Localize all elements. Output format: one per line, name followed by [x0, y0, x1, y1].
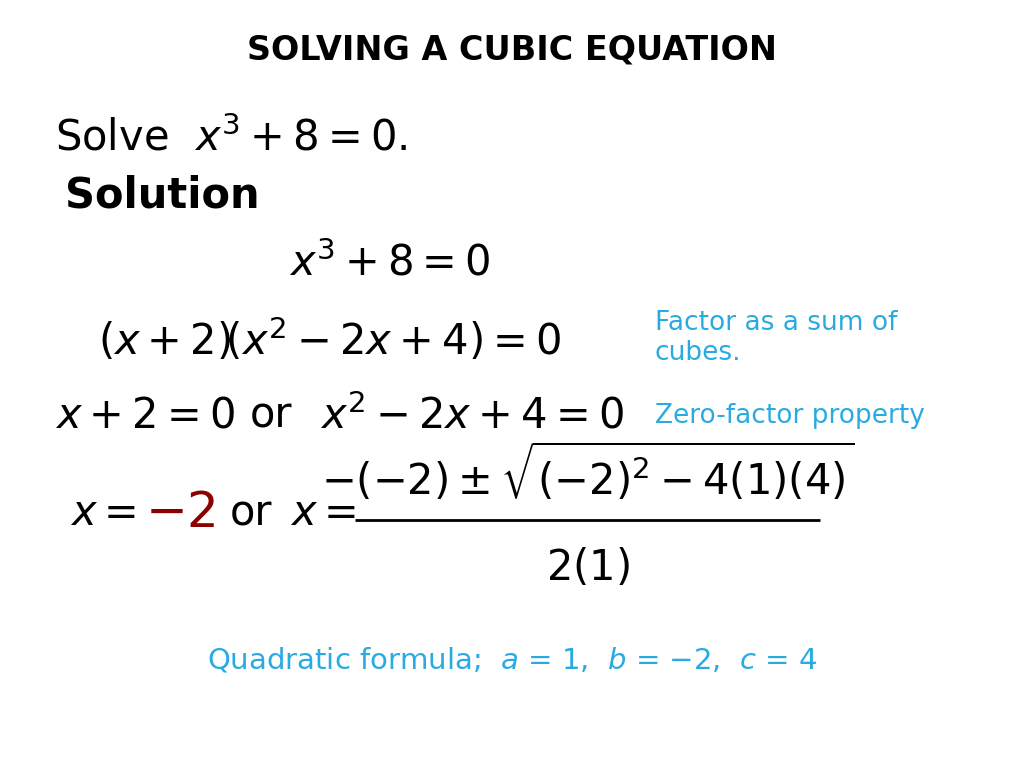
Text: $x+2=0$: $x+2=0$	[55, 395, 236, 437]
Text: cubes.: cubes.	[655, 340, 741, 366]
Text: $-(-2)\pm\sqrt{(-2)^2-4(1)(4)}$: $-(-2)\pm\sqrt{(-2)^2-4(1)(4)}$	[321, 442, 854, 505]
Text: $x^2-2x+4=0$: $x^2-2x+4=0$	[319, 395, 624, 437]
Text: $-2$: $-2$	[145, 489, 216, 537]
Text: $x^3+8=0$: $x^3+8=0$	[289, 242, 490, 284]
Text: $\left(x+2\right)\!\left(x^2-2x+4\right)=0$: $\left(x+2\right)\!\left(x^2-2x+4\right)…	[98, 316, 561, 364]
Text: or: or	[230, 492, 272, 534]
Text: or: or	[250, 395, 293, 437]
Text: $x=$: $x=$	[70, 492, 136, 534]
Text: Quadratic formula;  $a$ = 1,  $b$ = $-$2,  $c$ = 4: Quadratic formula; $a$ = 1, $b$ = $-$2, …	[207, 645, 817, 674]
Text: SOLVING A CUBIC EQUATION: SOLVING A CUBIC EQUATION	[247, 34, 777, 67]
Text: Factor as a sum of: Factor as a sum of	[655, 310, 897, 336]
Text: Zero-factor property: Zero-factor property	[655, 403, 925, 429]
Text: $2(1)$: $2(1)$	[546, 547, 630, 589]
Text: $x=$: $x=$	[290, 492, 356, 534]
Text: Solution: Solution	[65, 175, 260, 217]
Text: Solve  $x^3+8=0.$: Solve $x^3+8=0.$	[55, 117, 408, 159]
